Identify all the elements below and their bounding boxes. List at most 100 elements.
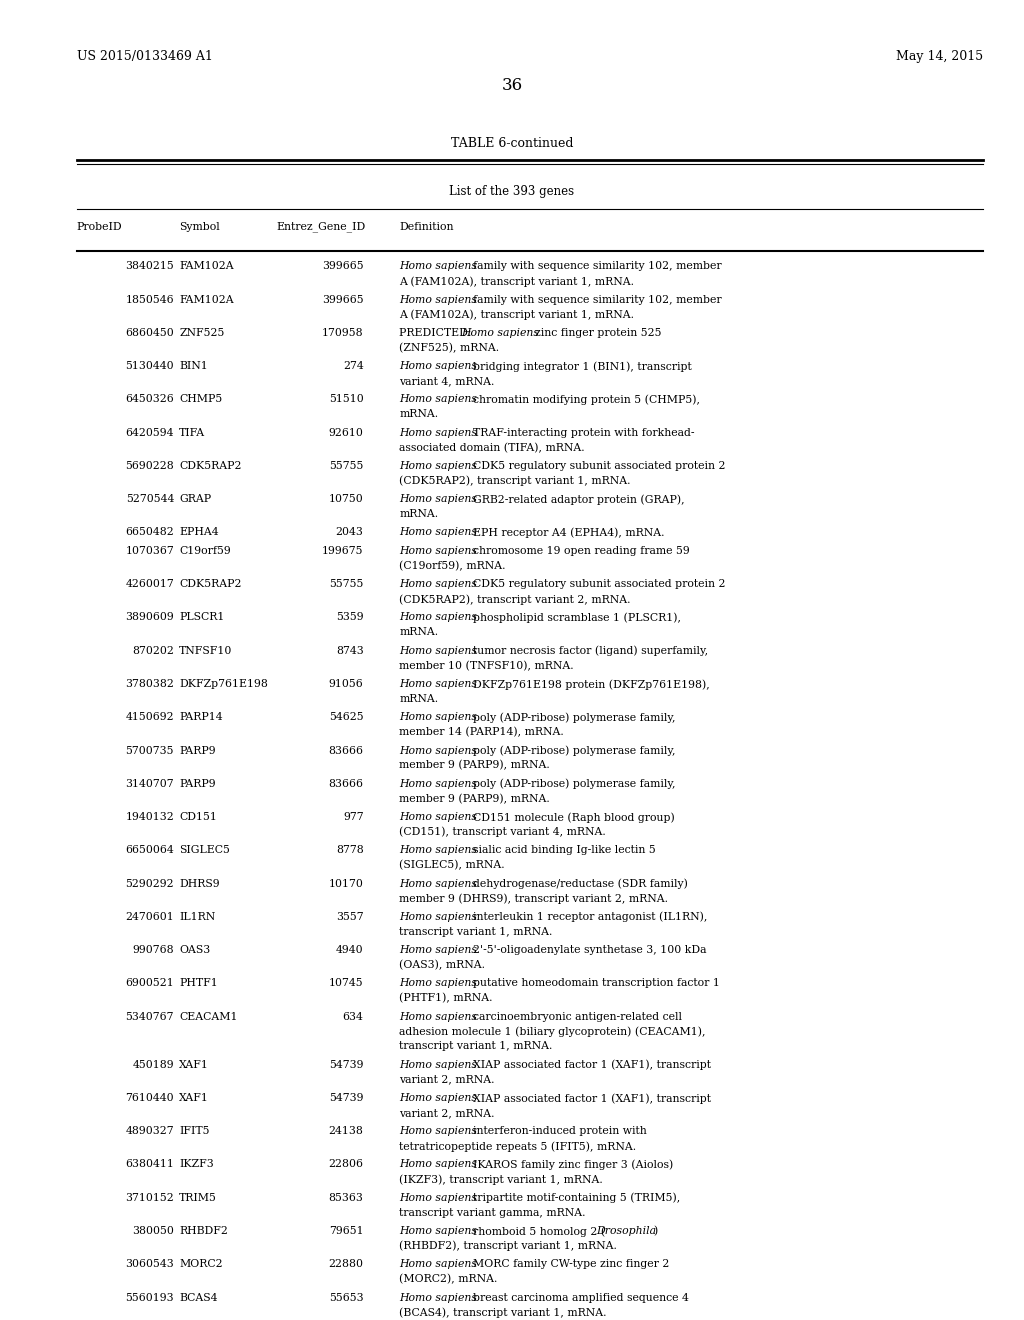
Text: bridging integrator 1 (BIN1), transcript: bridging integrator 1 (BIN1), transcript <box>473 362 691 372</box>
Text: Homo sapiens: Homo sapiens <box>462 327 543 338</box>
Text: zinc finger protein 525: zinc finger protein 525 <box>535 327 662 338</box>
Text: family with sequence similarity 102, member: family with sequence similarity 102, mem… <box>473 261 721 272</box>
Text: 8778: 8778 <box>336 845 364 855</box>
Text: DKFZp761E198 protein (DKFZp761E198),: DKFZp761E198 protein (DKFZp761E198), <box>473 678 710 689</box>
Text: Homo sapiens: Homo sapiens <box>399 713 481 722</box>
Text: Homo sapiens: Homo sapiens <box>399 945 481 956</box>
Text: variant 2, mRNA.: variant 2, mRNA. <box>399 1074 495 1085</box>
Text: IFIT5: IFIT5 <box>179 1126 210 1137</box>
Text: Homo sapiens: Homo sapiens <box>399 1159 481 1170</box>
Text: 634: 634 <box>343 1011 364 1022</box>
Text: associated domain (TIFA), mRNA.: associated domain (TIFA), mRNA. <box>399 442 585 453</box>
Text: CHMP5: CHMP5 <box>179 395 222 404</box>
Text: Homo sapiens: Homo sapiens <box>399 1193 481 1203</box>
Text: member 9 (DHRS9), transcript variant 2, mRNA.: member 9 (DHRS9), transcript variant 2, … <box>399 894 669 904</box>
Text: Homo sapiens: Homo sapiens <box>399 1259 481 1270</box>
Text: 54625: 54625 <box>329 713 364 722</box>
Text: Homo sapiens: Homo sapiens <box>399 1093 481 1104</box>
Text: May 14, 2015: May 14, 2015 <box>896 50 983 63</box>
Text: 4890327: 4890327 <box>126 1126 174 1137</box>
Text: 6420594: 6420594 <box>126 428 174 438</box>
Text: 6650482: 6650482 <box>125 528 174 537</box>
Text: PLSCR1: PLSCR1 <box>179 612 224 623</box>
Text: poly (ADP-ribose) polymerase family,: poly (ADP-ribose) polymerase family, <box>473 713 675 723</box>
Text: US 2015/0133469 A1: US 2015/0133469 A1 <box>77 50 213 63</box>
Text: 6860450: 6860450 <box>125 327 174 338</box>
Text: 10745: 10745 <box>329 978 364 989</box>
Text: XIAP associated factor 1 (XAF1), transcript: XIAP associated factor 1 (XAF1), transcr… <box>473 1093 711 1104</box>
Text: 51510: 51510 <box>329 395 364 404</box>
Text: PARP9: PARP9 <box>179 779 216 789</box>
Text: CD151: CD151 <box>179 812 217 822</box>
Text: 3840215: 3840215 <box>125 261 174 272</box>
Text: Homo sapiens: Homo sapiens <box>399 1292 481 1303</box>
Text: mRNA.: mRNA. <box>399 409 438 420</box>
Text: 199675: 199675 <box>322 546 364 556</box>
Text: mRNA.: mRNA. <box>399 510 438 519</box>
Text: tetratricopeptide repeats 5 (IFIT5), mRNA.: tetratricopeptide repeats 5 (IFIT5), mRN… <box>399 1140 637 1151</box>
Text: 399665: 399665 <box>322 261 364 272</box>
Text: 6650064: 6650064 <box>125 845 174 855</box>
Text: 4940: 4940 <box>336 945 364 956</box>
Text: PREDICTED:: PREDICTED: <box>399 327 475 338</box>
Text: ProbeID: ProbeID <box>77 222 123 232</box>
Text: member 9 (PARP9), mRNA.: member 9 (PARP9), mRNA. <box>399 793 550 804</box>
Text: (ZNF525), mRNA.: (ZNF525), mRNA. <box>399 343 500 352</box>
Text: 3557: 3557 <box>336 912 364 921</box>
Text: (SIGLEC5), mRNA.: (SIGLEC5), mRNA. <box>399 861 505 870</box>
Text: (CDK5RAP2), transcript variant 2, mRNA.: (CDK5RAP2), transcript variant 2, mRNA. <box>399 594 631 605</box>
Text: PARP9: PARP9 <box>179 746 216 755</box>
Text: sialic acid binding Ig-like lectin 5: sialic acid binding Ig-like lectin 5 <box>473 845 655 855</box>
Text: RHBDF2: RHBDF2 <box>179 1226 228 1236</box>
Text: Homo sapiens: Homo sapiens <box>399 1226 481 1236</box>
Text: 5700735: 5700735 <box>126 746 174 755</box>
Text: 5340767: 5340767 <box>126 1011 174 1022</box>
Text: 3140707: 3140707 <box>126 779 174 789</box>
Text: interferon-induced protein with: interferon-induced protein with <box>473 1126 646 1137</box>
Text: Homo sapiens: Homo sapiens <box>399 261 481 272</box>
Text: breast carcinoma amplified sequence 4: breast carcinoma amplified sequence 4 <box>473 1292 688 1303</box>
Text: 55755: 55755 <box>329 579 364 589</box>
Text: BCAS4: BCAS4 <box>179 1292 218 1303</box>
Text: DKFZp761E198: DKFZp761E198 <box>179 678 268 689</box>
Text: TRIM5: TRIM5 <box>179 1193 217 1203</box>
Text: Homo sapiens: Homo sapiens <box>399 362 481 371</box>
Text: poly (ADP-ribose) polymerase family,: poly (ADP-ribose) polymerase family, <box>473 746 675 756</box>
Text: 3890609: 3890609 <box>125 612 174 623</box>
Text: TABLE 6-continued: TABLE 6-continued <box>451 137 573 150</box>
Text: 91056: 91056 <box>329 678 364 689</box>
Text: 1070367: 1070367 <box>125 546 174 556</box>
Text: DHRS9: DHRS9 <box>179 879 220 888</box>
Text: IKAROS family zinc finger 3 (Aiolos): IKAROS family zinc finger 3 (Aiolos) <box>473 1159 673 1170</box>
Text: (OAS3), mRNA.: (OAS3), mRNA. <box>399 960 485 970</box>
Text: Homo sapiens: Homo sapiens <box>399 845 481 855</box>
Text: Homo sapiens: Homo sapiens <box>399 746 481 755</box>
Text: C19orf59: C19orf59 <box>179 546 231 556</box>
Text: 5560193: 5560193 <box>126 1292 174 1303</box>
Text: 170958: 170958 <box>322 327 364 338</box>
Text: putative homeodomain transcription factor 1: putative homeodomain transcription facto… <box>473 978 720 989</box>
Text: MORC family CW-type zinc finger 2: MORC family CW-type zinc finger 2 <box>473 1259 669 1270</box>
Text: List of the 393 genes: List of the 393 genes <box>450 185 574 198</box>
Text: 7610440: 7610440 <box>126 1093 174 1104</box>
Text: 55755: 55755 <box>329 461 364 471</box>
Text: 6900521: 6900521 <box>125 978 174 989</box>
Text: (PHTF1), mRNA.: (PHTF1), mRNA. <box>399 993 493 1003</box>
Text: Entrez_Gene_ID: Entrez_Gene_ID <box>276 222 366 232</box>
Text: (C19orf59), mRNA.: (C19orf59), mRNA. <box>399 561 506 572</box>
Text: transcript variant 1, mRNA.: transcript variant 1, mRNA. <box>399 1041 553 1051</box>
Text: BIN1: BIN1 <box>179 362 208 371</box>
Text: Homo sapiens: Homo sapiens <box>399 461 481 471</box>
Text: 2043: 2043 <box>336 528 364 537</box>
Text: IKZF3: IKZF3 <box>179 1159 214 1170</box>
Text: 54739: 54739 <box>329 1093 364 1104</box>
Text: FAM102A: FAM102A <box>179 294 233 305</box>
Text: CEACAM1: CEACAM1 <box>179 1011 238 1022</box>
Text: Homo sapiens: Homo sapiens <box>399 879 481 888</box>
Text: 4150692: 4150692 <box>126 713 174 722</box>
Text: 10750: 10750 <box>329 494 364 504</box>
Text: 2470601: 2470601 <box>125 912 174 921</box>
Text: (CD151), transcript variant 4, mRNA.: (CD151), transcript variant 4, mRNA. <box>399 826 606 837</box>
Text: 1850546: 1850546 <box>126 294 174 305</box>
Text: CDK5 regulatory subunit associated protein 2: CDK5 regulatory subunit associated prote… <box>473 461 725 471</box>
